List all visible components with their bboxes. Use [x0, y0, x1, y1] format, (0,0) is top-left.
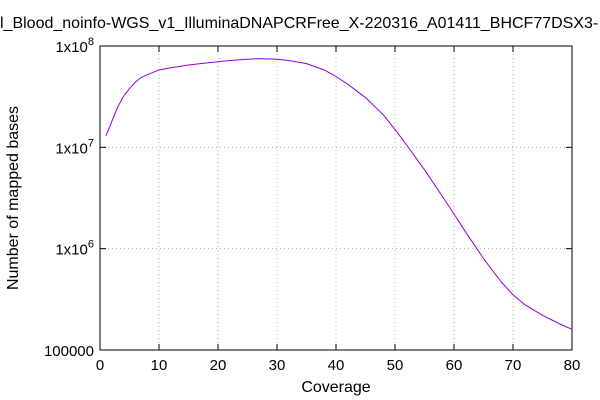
x-tick-label: 20: [210, 357, 227, 374]
y-tick-label: 1x108: [55, 36, 94, 56]
y-axis: 100000 1x106 1x107 1x108: [44, 36, 572, 360]
gridlines: [100, 46, 572, 350]
x-tick-label: 0: [96, 357, 104, 374]
chart-title: l_Blood_noinfo-WGS_v1_IlluminaDNAPCRFree…: [0, 15, 598, 32]
x-tick-label: 10: [151, 357, 168, 374]
y-tick-label: 100000: [44, 343, 94, 360]
x-axis: 0 10 20 30 40 50 60 70 80: [96, 46, 581, 374]
y-tick-label: 1x106: [55, 239, 94, 259]
x-axis-label: Coverage: [301, 379, 370, 396]
y-axis-label: Number of mapped bases: [5, 106, 22, 290]
x-tick-label: 80: [564, 357, 581, 374]
x-tick-label: 60: [446, 357, 463, 374]
y-tick-label: 1x107: [55, 137, 94, 157]
x-tick-label: 50: [387, 357, 404, 374]
series-line: [105, 58, 573, 330]
x-tick-label: 40: [328, 357, 345, 374]
x-tick-label: 30: [269, 357, 286, 374]
x-tick-label: 70: [505, 357, 522, 374]
